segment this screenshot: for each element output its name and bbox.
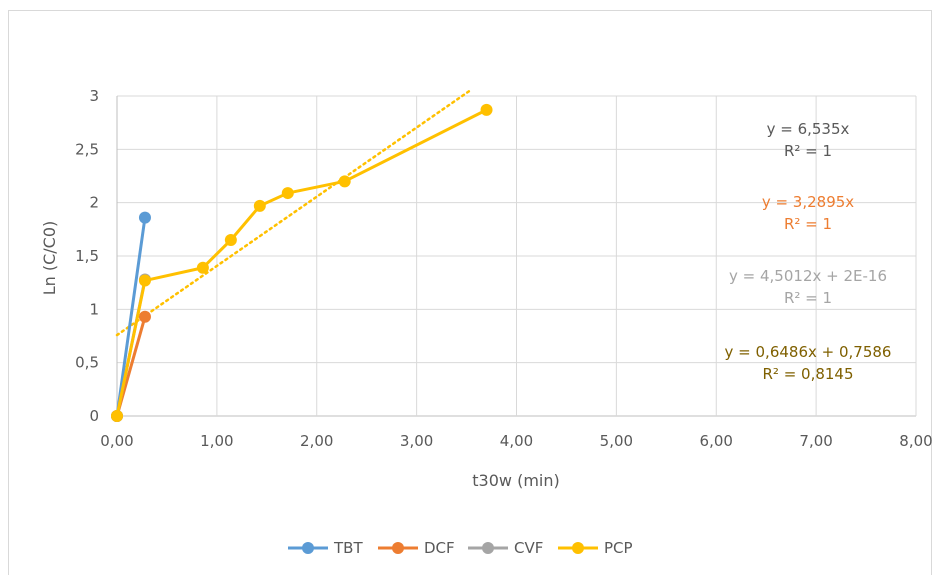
data-point-pcp — [224, 234, 237, 246]
pcp-trendline — [115, 88, 473, 337]
data-point-pcp — [253, 199, 266, 212]
series-line-tbt — [115, 217, 147, 417]
r-squared-text: R² = 0,8145 — [762, 365, 853, 383]
data-point-pcp — [281, 187, 294, 200]
equation-text: y = 3,2895x — [762, 193, 854, 211]
series-pcp — [111, 103, 493, 422]
legend-item-pcp: PCP — [558, 539, 633, 557]
y-tick-label: 0,5 — [75, 354, 99, 372]
x-tick-label: 4,00 — [500, 432, 533, 450]
r-squared-text: R² = 1 — [784, 215, 832, 233]
x-tick-label: 8,00 — [899, 432, 932, 450]
equation-label: y = 4,5012x + 2E-16 R² = 1 — [729, 267, 887, 307]
data-point-dcf — [138, 310, 151, 323]
legend-marker — [482, 542, 494, 554]
y-tick-label: 1 — [89, 300, 99, 318]
legend-marker — [392, 542, 404, 554]
series-layer — [111, 103, 493, 422]
legend: TBT DCF CVF PCP — [288, 539, 633, 557]
legend-marker — [302, 542, 314, 554]
data-point-pcp — [196, 261, 209, 274]
legend-marker — [572, 542, 584, 554]
y-tick-label: 2,5 — [75, 140, 99, 158]
chart-frame — [8, 10, 932, 575]
x-axis-title: t30w (min) — [472, 471, 559, 490]
legend-label: TBT — [333, 539, 363, 557]
y-tick-label: 2 — [89, 194, 99, 212]
r-squared-text: R² = 1 — [784, 289, 832, 307]
legend-item-dcf: DCF — [378, 539, 455, 557]
data-point-tbt — [138, 211, 151, 224]
data-point-pcp — [138, 274, 151, 287]
x-tick-label: 2,00 — [300, 432, 333, 450]
legend-label: PCP — [604, 539, 633, 557]
legend-label: DCF — [424, 539, 455, 557]
y-axis-title: Ln (C/C0) — [40, 221, 59, 296]
x-tick-label: 0,00 — [100, 432, 133, 450]
y-tick-label: 3 — [89, 87, 99, 105]
tick-labels: 0 0,5 1 1,5 2 2,5 3 0,00 1,00 2,00 3,00 4,00 5,00 6,0… — [75, 87, 933, 450]
equation-text: y = 6,535x — [767, 120, 850, 138]
r-squared-text: R² = 1 — [784, 142, 832, 160]
y-tick-label: 1,5 — [75, 247, 99, 265]
x-tick-label: 5,00 — [600, 432, 633, 450]
x-tick-label: 1,00 — [200, 432, 233, 450]
x-tick-label: 6,00 — [700, 432, 733, 450]
equation-label: y = 0,6486x + 0,7586 R² = 0,8145 — [725, 343, 892, 383]
y-tick-label: 0 — [89, 407, 99, 425]
equation-text: y = 0,6486x + 0,7586 — [725, 343, 892, 361]
equation-text: y = 4,5012x + 2E-16 — [729, 267, 887, 285]
legend-item-cvf: CVF — [468, 539, 543, 557]
series-line-pcp — [115, 108, 488, 417]
x-tick-label: 7,00 — [799, 432, 832, 450]
trendline-layer — [115, 88, 473, 337]
x-tick-label: 3,00 — [400, 432, 433, 450]
equation-label: y = 6,535x R² = 1 — [767, 120, 850, 160]
equation-label: y = 3,2895x R² = 1 — [762, 193, 854, 233]
data-point-pcp — [111, 410, 123, 422]
grid-lines — [116, 95, 917, 417]
data-point-pcp — [480, 103, 493, 116]
legend-label: CVF — [514, 539, 543, 557]
legend-item-tbt: TBT — [288, 539, 363, 557]
data-point-pcp — [338, 175, 351, 188]
